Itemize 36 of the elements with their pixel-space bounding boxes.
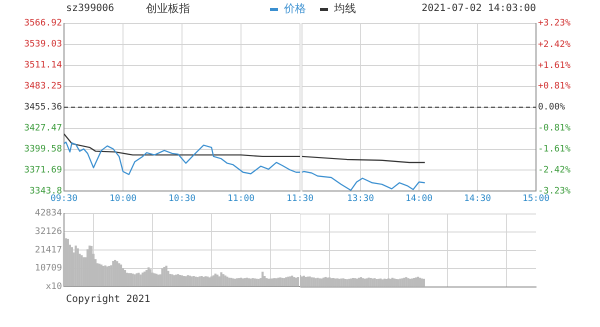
- text: -1.61%: [538, 144, 571, 154]
- y-tick-label: 32126: [34, 227, 62, 238]
- y-tick-label: 3539.03: [24, 40, 62, 50]
- y-tick-label: x10: [46, 282, 62, 292]
- y-tick-label: 3399.58: [24, 144, 62, 155]
- x-tick-label: 14:00: [405, 194, 433, 204]
- text: +0.81%: [538, 82, 571, 92]
- chart-subtitle: sz399006: [66, 2, 114, 16]
- text: 2021-07-02 14:03:00: [422, 2, 536, 16]
- text: +1.61%: [538, 60, 571, 71]
- x-tick-label: 13:30: [346, 194, 374, 204]
- y-tick-label: 3566.92: [24, 18, 62, 29]
- text: 0.00%: [538, 102, 566, 113]
- y-tick-label: 3371.69: [24, 166, 62, 176]
- y-tick-label: 3511.14: [24, 60, 62, 71]
- y-tick-label: 42834: [34, 208, 62, 219]
- x-tick-label: 10:30: [168, 194, 196, 204]
- chart-title: 创业板指: [146, 2, 190, 16]
- text: +2.42%: [538, 40, 571, 50]
- text: +3.23%: [538, 18, 571, 29]
- x-tick-label: 15:00: [522, 194, 550, 204]
- text: -0.81%: [538, 124, 571, 134]
- x-tick-label: 14:30: [464, 194, 492, 204]
- y-tick-label: 10709: [34, 264, 62, 274]
- legend-label: 价格: [284, 2, 306, 16]
- y-tick-label: 3483.25: [24, 82, 62, 92]
- text: Copyright 2021: [66, 294, 152, 306]
- legend-label: 均线: [334, 2, 356, 16]
- x-tick-label: 10:00: [109, 194, 137, 204]
- x-tick-label: 11:30: [286, 194, 314, 204]
- y-tick-label: 3455.36: [24, 102, 62, 113]
- y-tick-label: 3427.47: [24, 124, 62, 134]
- y-tick-label: 21417: [34, 245, 62, 256]
- x-tick-label: 09:30: [50, 194, 78, 204]
- x-tick-label: 11:00: [227, 194, 255, 204]
- text: -2.42%: [538, 166, 571, 176]
